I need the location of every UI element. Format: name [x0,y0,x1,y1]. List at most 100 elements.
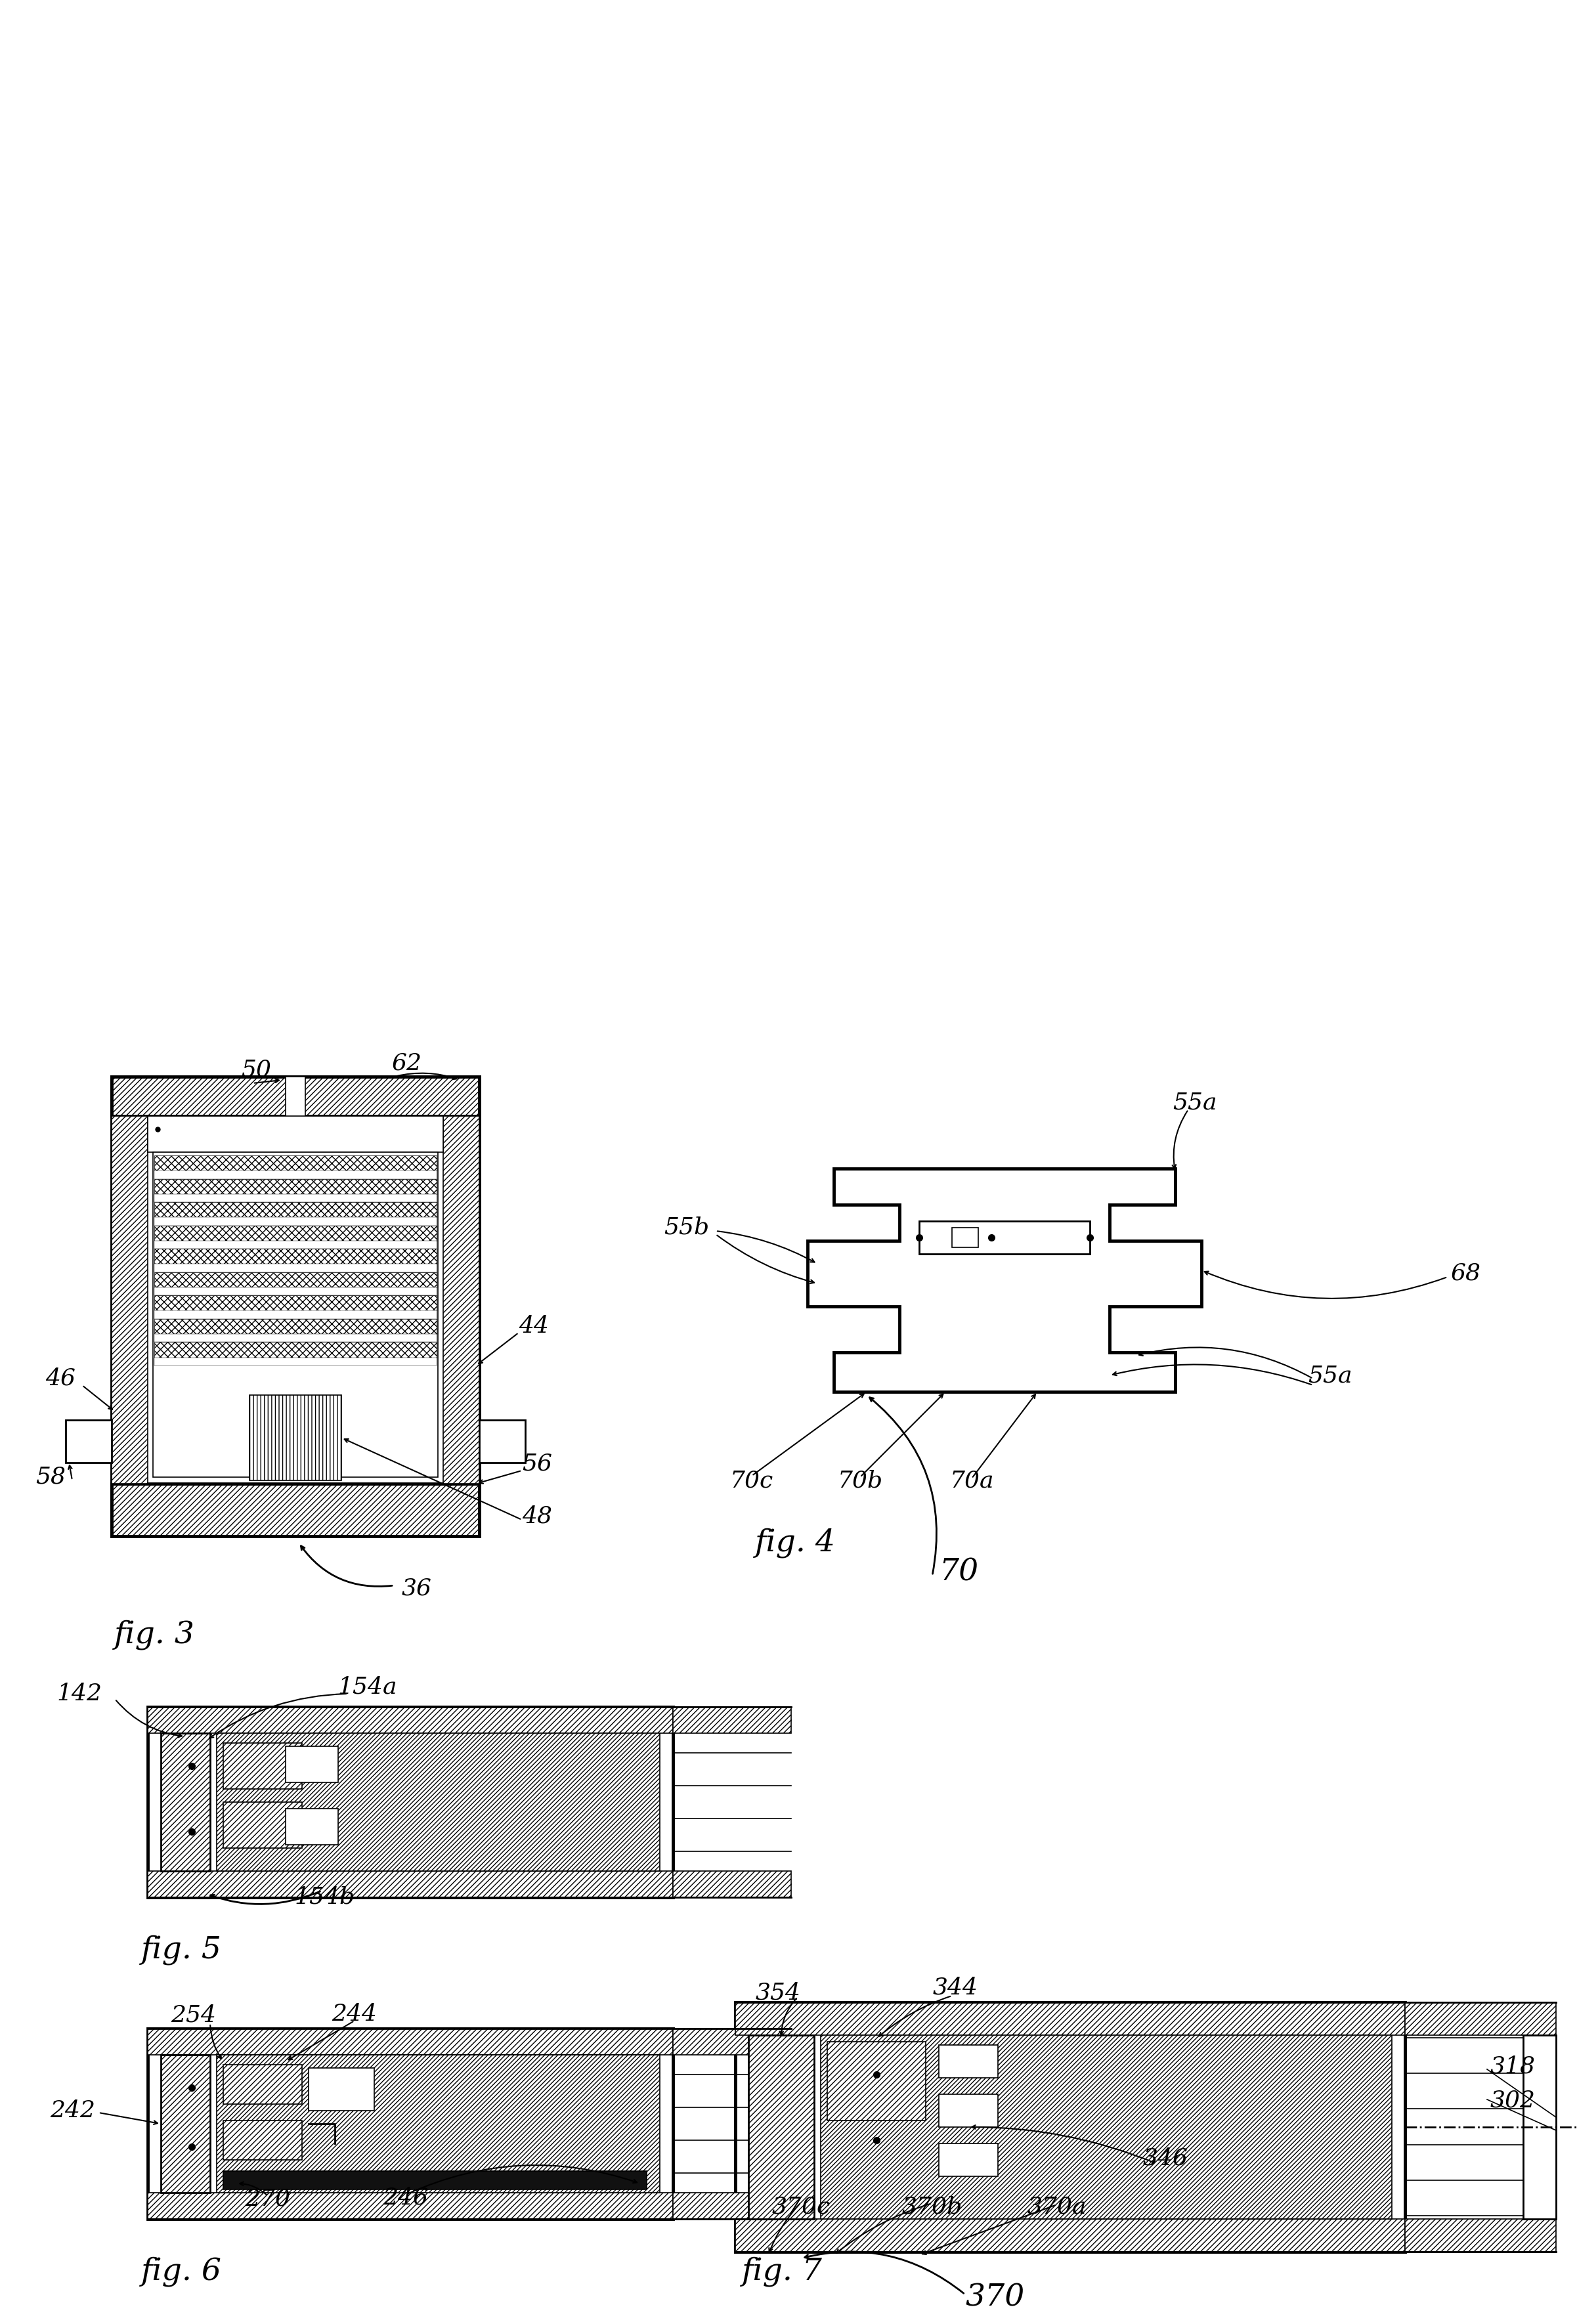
Bar [224,1743,303,1789]
Text: 154a: 154a [337,1676,397,1699]
Text: 344: 344 [932,1978,978,1999]
Text: 55b: 55b [664,1215,710,1239]
Text: 70c: 70c [730,1469,773,1492]
Text: 318: 318 [1490,2054,1536,2078]
Bar [112,1483,479,1536]
Text: 55a: 55a [1309,1364,1353,1387]
Bar [216,1734,659,1871]
Bar [735,2219,1405,2252]
Text: 370a: 370a [1027,2196,1087,2219]
Bar [112,1076,479,1536]
Bar [938,2045,998,2078]
Text: 48: 48 [522,1506,552,1527]
Text: 354: 354 [755,1982,801,2003]
Text: 55a: 55a [1173,1092,1217,1113]
Bar [224,2119,303,2159]
Bar [155,1343,437,1357]
Bar [443,1116,479,1483]
Bar [224,2171,647,2189]
Bar [938,2143,998,2175]
Bar [735,2003,1405,2036]
Bar [224,1801,303,1848]
Text: 370b: 370b [902,2196,962,2219]
Bar [828,2043,926,2119]
Text: 50: 50 [241,1060,271,1081]
Text: 70a: 70a [949,1469,994,1492]
Bar [1405,2219,1556,2252]
Bar [285,1808,337,1845]
Bar [148,1871,673,1896]
Bar [155,1248,437,1264]
Bar [749,2036,814,2219]
Bar [155,1171,437,1178]
Bar [155,1294,437,1311]
Bar [148,2029,673,2054]
Bar [673,2029,792,2054]
Bar [673,2194,792,2219]
Bar [155,1218,437,1225]
Text: 46: 46 [46,1367,76,1390]
Text: fig. 6: fig. 6 [142,2257,222,2287]
Text: 58: 58 [35,1466,66,1487]
Text: 68: 68 [1451,1262,1481,1285]
Text: 44: 44 [519,1315,549,1336]
Text: 36: 36 [402,1578,432,1599]
Bar [148,1116,443,1153]
Bar [148,1706,673,1734]
Text: 154b: 154b [295,1887,355,1908]
Text: fig. 3: fig. 3 [114,1620,194,1650]
Bar [155,1311,437,1318]
Bar [285,1745,337,1783]
Text: 370c: 370c [771,2196,830,2219]
Bar [155,1357,437,1367]
Bar [148,2194,673,2219]
Text: 56: 56 [522,1452,552,1476]
Text: 70: 70 [938,1557,978,1587]
Bar [216,2054,659,2194]
Bar [155,1202,437,1218]
Bar [155,1178,437,1195]
Bar [148,2029,673,2219]
Polygon shape [807,1169,1202,1392]
Bar [161,2054,210,2194]
Text: 244: 244 [331,2003,377,2024]
Text: fig. 4: fig. 4 [755,1527,836,1557]
Bar [938,2094,998,2126]
Text: fig. 7: fig. 7 [741,2257,823,2287]
Text: 70b: 70b [837,1469,883,1492]
Bar [155,1155,437,1171]
Bar [112,1076,479,1116]
Bar [112,1116,148,1483]
Polygon shape [953,1227,978,1248]
Bar [155,1225,437,1241]
Bar [249,1394,341,1480]
Text: 270: 270 [244,2189,290,2210]
Bar [148,1706,673,1896]
Text: 142: 142 [57,1683,103,1706]
Bar [1405,2003,1556,2036]
Bar [153,1153,438,1478]
Bar [155,1264,437,1271]
Bar [820,2036,1392,2219]
Bar [155,1318,437,1334]
Bar [155,1287,437,1294]
Bar [309,2068,374,2110]
Text: fig. 5: fig. 5 [142,1936,222,1964]
Bar [285,1076,306,1129]
Bar [155,1195,437,1202]
Bar [735,2003,1405,2252]
Bar [479,1420,525,1462]
Text: 246: 246 [383,2187,429,2210]
Text: 302: 302 [1490,2089,1536,2113]
Bar [161,1734,210,1871]
Text: 370: 370 [965,2282,1025,2312]
Bar [673,1871,792,1896]
Bar [155,1334,437,1343]
Bar [155,1241,437,1248]
Text: 242: 242 [50,2099,95,2122]
Text: 254: 254 [170,2003,216,2027]
Polygon shape [919,1220,1090,1255]
Text: 62: 62 [393,1053,423,1074]
Bar [1523,2036,1556,2219]
Bar [224,2064,303,2103]
